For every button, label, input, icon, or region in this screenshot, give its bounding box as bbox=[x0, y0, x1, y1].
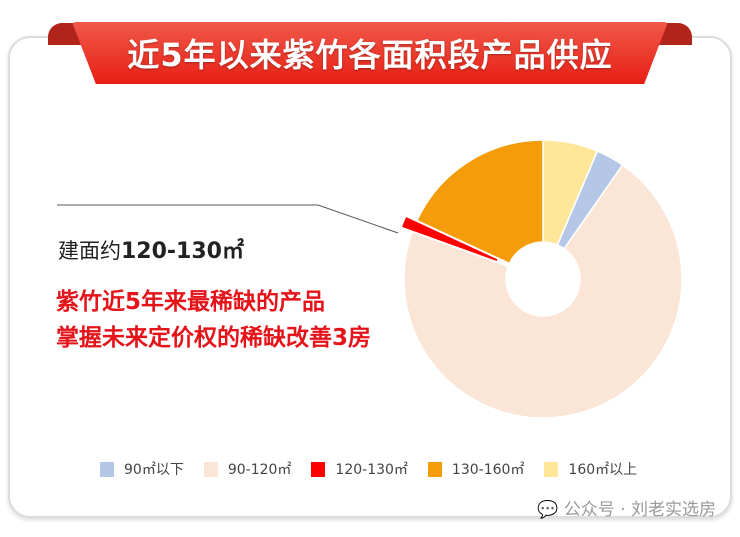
watermark-text: 公众号 · 刘老实选房 bbox=[563, 500, 716, 520]
legend-label: 90㎡以下 bbox=[124, 462, 184, 478]
pie-slice-130-160㎡ bbox=[415, 139, 544, 265]
watermark: 💬 公众号 · 刘老实选房 bbox=[537, 500, 716, 520]
legend-item: 160㎡以上 bbox=[544, 459, 637, 479]
legend-item: 120-130㎡ bbox=[311, 459, 408, 479]
legend-label: 120-130㎡ bbox=[335, 462, 408, 478]
pie-slice-90-120㎡ bbox=[403, 163, 683, 419]
leader-line bbox=[57, 204, 399, 234]
legend-label: 160㎡以上 bbox=[568, 462, 638, 478]
legend-label: 90-120㎡ bbox=[227, 462, 292, 478]
legend-label: 130-160㎡ bbox=[451, 462, 525, 478]
legend-swatch bbox=[100, 461, 114, 477]
legend: 90㎡以下 90-120㎡ 120-130㎡ 130-160㎡ 160㎡以上 bbox=[100, 459, 637, 479]
legend-swatch bbox=[311, 461, 326, 477]
annotation-size: 建面约120-130㎡ bbox=[58, 233, 244, 265]
chart-title: 近5年以来紫竹各面积段产品供应 bbox=[127, 36, 613, 74]
legend-swatch bbox=[544, 461, 559, 477]
legend-item: 90-120㎡ bbox=[203, 459, 292, 479]
annotation-range: 120-130㎡ bbox=[121, 239, 244, 264]
title-banner: 近5年以来紫竹各面积段产品供应 bbox=[72, 22, 668, 84]
annotation-prefix: 建面约 bbox=[58, 239, 121, 263]
annotation-line1: 紫竹近5年来最稀缺的产品 bbox=[56, 289, 326, 315]
legend-item: 90㎡以下 bbox=[100, 459, 184, 479]
legend-swatch bbox=[427, 461, 442, 477]
legend-swatch bbox=[203, 461, 218, 477]
annotation-line2: 掌握未来定价权的稀缺改善3房 bbox=[56, 325, 372, 351]
legend-item: 130-160㎡ bbox=[427, 459, 525, 479]
